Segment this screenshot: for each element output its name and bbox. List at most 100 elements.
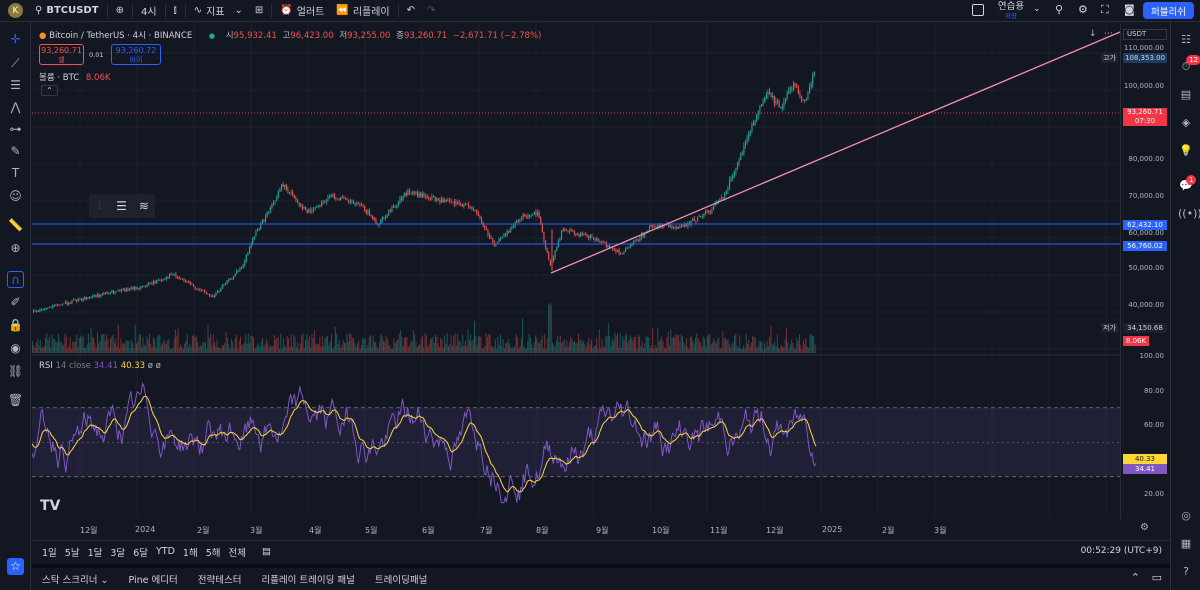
tab-replay-trading-panel[interactable]: 리플레이 트레이딩 패널 [261,575,355,586]
chart-pane[interactable]: ● Bitcoin / TetherUS · 4시 · BINANCE ● 시9… [32,23,1120,515]
indicators-button[interactable]: ∿ 지표 ⌄ [188,0,249,22]
range-1m[interactable]: 1달 [87,547,103,559]
candle-body [589,236,591,239]
range-1d[interactable]: 1일 [42,547,57,559]
maximize-panel-icon[interactable]: ▭ [1151,571,1162,584]
rsi-ma-line [32,395,817,493]
pattern-icon[interactable]: ⋀ [10,100,21,114]
volume-bar [700,343,702,353]
help-icon[interactable]: ? [1183,565,1189,578]
volume-bar [793,348,795,353]
currency-selector[interactable]: USDT [1123,29,1167,40]
chart-settings-gear-icon[interactable]: ⚙ [1140,522,1149,533]
target-icon[interactable]: ◎ [1181,509,1191,522]
brush-icon[interactable]: ✎ [10,144,21,158]
tab-strategy-tester[interactable]: 전략테스터 [197,575,242,586]
chart-type-button[interactable]: ⫾ [168,0,183,22]
volume-bar [609,336,611,353]
arrow-down-icon[interactable]: ↓ [1089,29,1097,39]
link-icon[interactable]: ⛓ [7,364,24,378]
candle-body [431,196,433,200]
settings-gear-icon[interactable]: ⚙ [1078,3,1088,16]
candle-body [415,192,417,194]
calendar-icon[interactable]: ▦ [1180,537,1192,550]
layers-icon[interactable]: ◈ [1181,116,1191,129]
volume-bar [344,343,345,353]
sell-button[interactable]: 93,260.71 셀 [39,44,84,65]
fib-retracement-icon[interactable]: ☰ [10,78,21,92]
open-value: 95,932.41 [233,31,277,41]
volume-bar [214,342,215,353]
camera-icon[interactable]: ◙ [1124,3,1135,16]
bitcoin-icon: ● [39,31,47,41]
candle-body [505,233,507,236]
chevron-down-icon[interactable]: ⌄ [1033,4,1041,14]
ideas-bulb-icon[interactable]: 💡 [1179,144,1193,157]
trend-line-icon[interactable]: ⟋ [11,56,20,70]
layout-checkbox-icon[interactable] [972,4,984,16]
alerts-clock-icon[interactable]: ⏱ [1181,60,1191,73]
lines-style-icon[interactable]: ≋ [138,199,149,213]
watchlist-icon[interactable]: ☷ [1181,33,1191,46]
quick-search-icon[interactable]: ⚲ [1055,3,1064,16]
volume-bar [750,342,752,353]
range-ytd[interactable]: YTD [155,546,175,557]
range-1y[interactable]: 1해 [182,547,198,559]
eye-icon[interactable]: ◉ [10,341,21,355]
templates-button[interactable]: ⊞ [249,0,269,22]
favorites-star-icon[interactable]: ☆ [7,558,24,575]
trash-icon[interactable]: 🗑 [7,393,24,407]
candle-body [106,292,108,294]
range-5d[interactable]: 5날 [64,547,80,559]
broadcast-icon[interactable]: ((•)) [1178,207,1200,220]
interval-button[interactable]: 4시 [140,7,157,18]
crosshair-icon[interactable]: ✛ [10,32,21,46]
range-5y[interactable]: 5해 [205,547,221,559]
candle-body [370,215,372,216]
candle-body [684,224,686,227]
tab-stock-screener[interactable]: 스탁 스크리너 ⌄ [32,572,118,586]
tab-trading-panel[interactable]: 트레이딩패널 [374,575,428,586]
go-to-date-icon[interactable]: ▤ [261,546,271,557]
magnet-icon[interactable]: ∩ [7,271,24,288]
prediction-icon[interactable]: ⊶ [9,122,22,136]
user-avatar[interactable]: K [8,3,23,18]
candle-body [754,121,756,126]
buy-button[interactable]: 93,260.72 바이 [111,44,161,65]
stay-drawing-icon[interactable]: ✐ [10,295,21,309]
redo-button[interactable]: ↷ [421,0,441,22]
price-axis[interactable]: USDT 110,000.00 100,000.00 80,000.00 70,… [1101,23,1170,519]
volume-bar [485,333,487,353]
emoji-icon[interactable]: ☺ [9,189,22,203]
collapse-legend-button[interactable]: ⌃ [41,85,58,96]
text-icon[interactable]: T [11,166,20,180]
publish-button[interactable]: 퍼블리쉬 [1143,2,1194,19]
news-icon[interactable]: ▤ [1180,88,1192,101]
compare-add-button[interactable]: ⊕ [110,0,130,22]
chevron-up-icon[interactable]: ⌃ [1130,571,1140,584]
candle-body [177,276,179,278]
volume-bar [440,337,442,353]
layout-name-button[interactable]: 연습용 저장 [994,1,1028,20]
candle-body [738,159,740,164]
fullscreen-icon[interactable]: ⛶ [1101,3,1109,16]
lock-icon[interactable]: 🔒 [8,318,23,332]
tab-pine-editor[interactable]: Pine 에디터 [128,575,178,586]
zoom-in-icon[interactable]: ⊕ [10,241,21,255]
range-all[interactable]: 전체 [228,547,246,559]
symbol-search-button[interactable]: ⚲ BTCUSDT [29,0,105,22]
undo-button[interactable]: ↶ [401,0,421,22]
candle-body [807,93,809,100]
replay-button[interactable]: ⏪ 리플레이 [330,0,395,22]
drag-handle-icon[interactable]: ⋮ [95,201,105,211]
volume-bar [656,347,657,353]
candle-body [695,220,697,222]
range-6m[interactable]: 6달 [133,547,148,559]
candle-body [745,141,747,146]
ruler-icon[interactable]: 📏 [8,218,23,232]
lines-settings-icon[interactable]: ☰ [116,199,127,213]
clock-timezone[interactable]: 00:52:29 (UTC+9) [1080,546,1162,556]
range-3m[interactable]: 3달 [110,547,126,559]
alert-button[interactable]: ⏰ 얼러트 [274,0,330,22]
more-options-icon[interactable]: ⋯ [1104,29,1113,39]
